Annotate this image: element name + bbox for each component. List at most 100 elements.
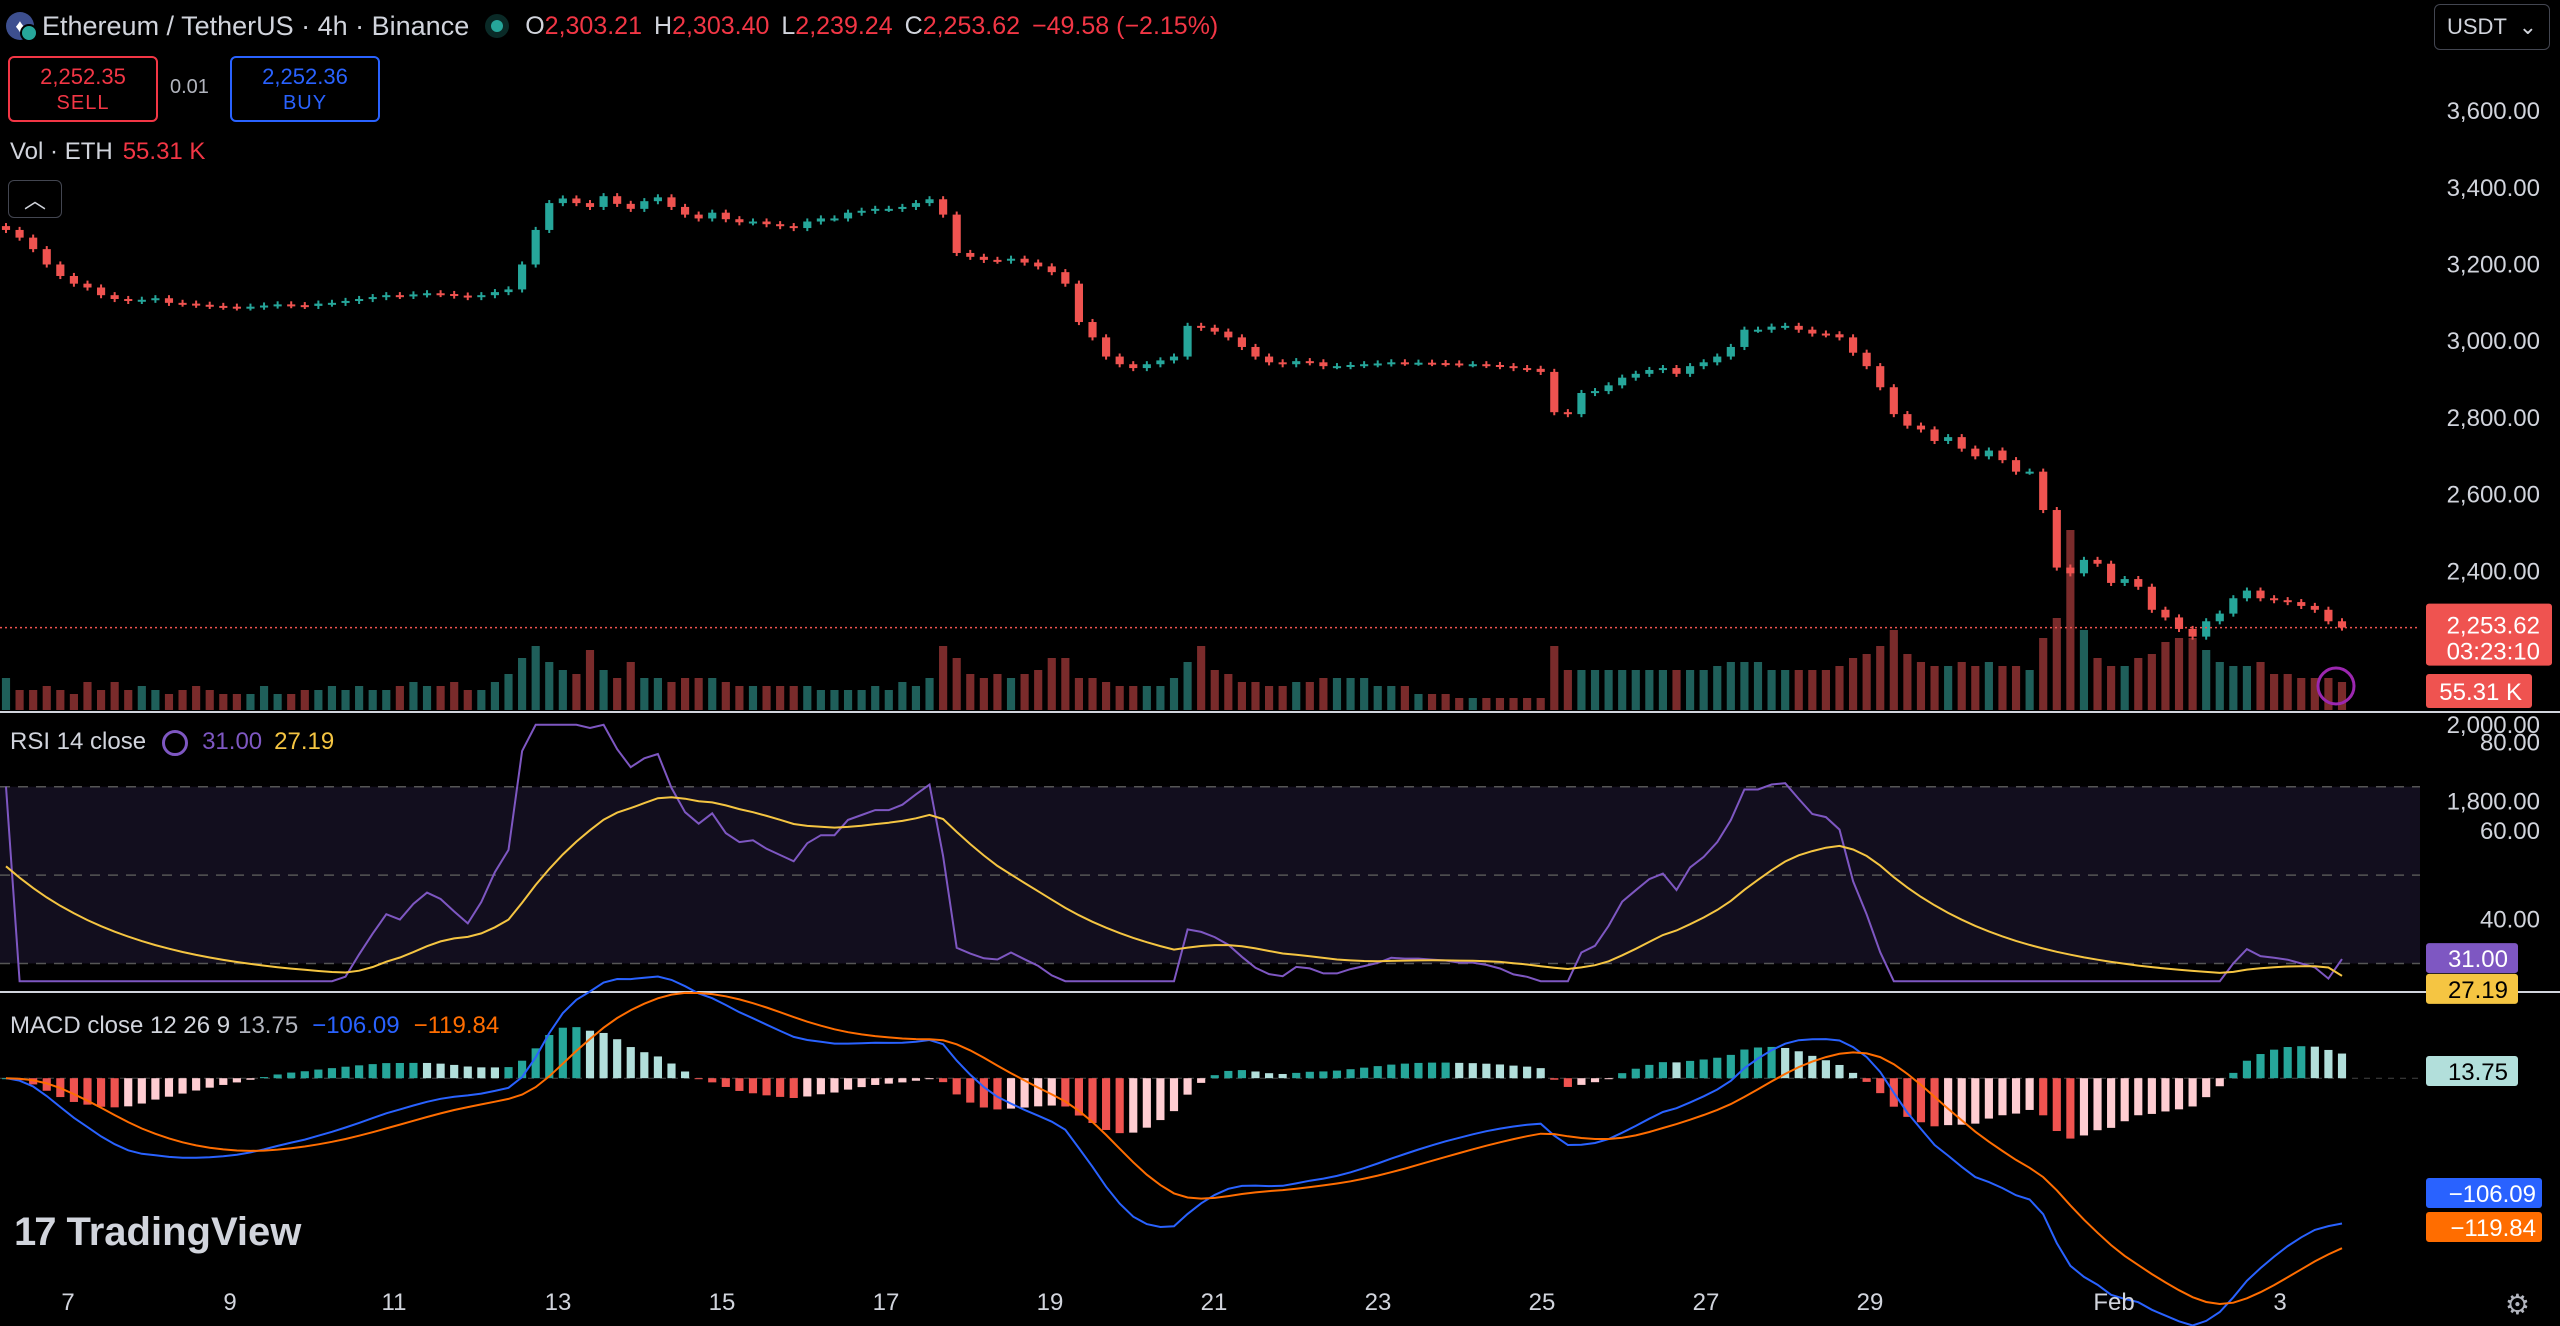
macd-histogram-bar bbox=[1944, 1078, 1953, 1126]
candle bbox=[246, 306, 255, 309]
macd-histogram-bar bbox=[2134, 1078, 2143, 1116]
volume-bar bbox=[355, 686, 364, 710]
rsi-value-badge bbox=[2426, 943, 2518, 974]
macd-histogram-bar bbox=[137, 1078, 146, 1104]
macd-histogram-bar bbox=[1441, 1062, 1450, 1079]
candle bbox=[490, 292, 500, 296]
macd-histogram-bar bbox=[382, 1063, 391, 1079]
volume-bar bbox=[1088, 678, 1097, 710]
macd-histogram-bar bbox=[1563, 1078, 1572, 1087]
volume-bar bbox=[450, 682, 459, 710]
candle bbox=[2147, 586, 2156, 610]
collapse-legend-button[interactable]: ︿ bbox=[8, 180, 62, 218]
macd-legend[interactable]: MACD close 12 26 9 13.75 −106.09 −119.84 bbox=[10, 1012, 500, 1039]
volume-bar bbox=[2134, 658, 2143, 710]
macd-histogram-bar bbox=[1373, 1066, 1382, 1079]
candle bbox=[966, 252, 975, 257]
candle bbox=[1835, 334, 1844, 338]
currency-select[interactable]: USDT ⌄ bbox=[2434, 4, 2550, 50]
candle bbox=[1319, 362, 1328, 367]
candle bbox=[1169, 356, 1179, 361]
volume-bar bbox=[830, 690, 839, 710]
volume-bar bbox=[1550, 646, 1559, 710]
macd-histogram-bar bbox=[1088, 1078, 1097, 1123]
settings-icon[interactable]: ⚙ bbox=[2504, 1289, 2530, 1320]
macd-histogram-bar bbox=[2052, 1078, 2061, 1132]
candle bbox=[2202, 621, 2211, 637]
volume-bar bbox=[29, 690, 38, 710]
candle bbox=[2052, 510, 2061, 568]
time-axis-label: 15 bbox=[709, 1289, 736, 1316]
volume-bar bbox=[382, 690, 391, 710]
macd-histogram-bar bbox=[1984, 1078, 1993, 1119]
macd-histogram-bar bbox=[735, 1078, 744, 1091]
candle bbox=[15, 229, 24, 238]
signal-value-label: −119.84 bbox=[2450, 1215, 2536, 1242]
volume-value-label: 55.31 K bbox=[2439, 679, 2522, 706]
volume-bar bbox=[1753, 662, 1763, 710]
symbol-title[interactable]: Ethereum / TetherUS · 4h · Binance bbox=[42, 10, 470, 41]
macd-histogram-bar bbox=[599, 1032, 608, 1079]
chevron-down-icon: ⌄ bbox=[2518, 14, 2537, 39]
volume-bar bbox=[2242, 666, 2252, 710]
candle bbox=[667, 197, 676, 207]
symbol-header: ♦ Ethereum / TetherUS · 4h · Binance O2,… bbox=[6, 8, 1218, 44]
candle bbox=[1916, 425, 1926, 430]
macd-histogram-bar bbox=[246, 1078, 255, 1080]
candle bbox=[911, 203, 921, 207]
macd-histogram-bar bbox=[1509, 1065, 1518, 1079]
volume-bar bbox=[1699, 670, 1708, 710]
market-status-icon bbox=[491, 20, 504, 32]
volume-bar bbox=[2052, 618, 2061, 710]
volume-bar bbox=[640, 678, 649, 710]
volume-bar bbox=[1794, 670, 1803, 710]
macd-histogram-bar bbox=[1550, 1078, 1559, 1080]
macd-histogram-bar bbox=[151, 1078, 160, 1100]
buy-button[interactable]: 2,252.36 BUY bbox=[230, 56, 380, 122]
sell-button[interactable]: 2,252.35 SELL bbox=[8, 56, 158, 122]
volume-bar bbox=[2011, 666, 2021, 710]
volume-bar bbox=[1102, 682, 1111, 710]
candle bbox=[42, 249, 51, 265]
macd-histogram-bar bbox=[1713, 1057, 1722, 1079]
macd-histogram-bar bbox=[1930, 1078, 1939, 1127]
candle bbox=[1102, 337, 1111, 357]
macd-histogram-bar bbox=[463, 1066, 472, 1079]
volume-bar bbox=[2147, 654, 2156, 710]
macd-histogram-bar bbox=[83, 1078, 92, 1105]
candle bbox=[1740, 329, 1749, 347]
macd-histogram-bar bbox=[2229, 1072, 2238, 1079]
macd-histogram-bar bbox=[450, 1064, 459, 1079]
volume-legend[interactable]: Vol · ETH 55.31 K bbox=[10, 138, 206, 165]
macd-histogram-bar bbox=[2120, 1078, 2129, 1122]
macd-histogram-bar bbox=[898, 1078, 907, 1083]
candle bbox=[205, 304, 214, 307]
volume-bar bbox=[1455, 698, 1464, 710]
candle bbox=[816, 218, 825, 222]
volume-bar bbox=[1441, 694, 1450, 710]
tradingview-logo[interactable]: 17 TradingView bbox=[14, 1210, 301, 1255]
volume-bar bbox=[2310, 678, 2319, 710]
volume-bar bbox=[314, 690, 323, 710]
macd-histogram-bar bbox=[2188, 1078, 2197, 1107]
macd-histogram-bar bbox=[1251, 1071, 1260, 1079]
candle bbox=[694, 214, 703, 219]
refresh-icon[interactable] bbox=[162, 729, 189, 756]
volume-bar bbox=[843, 690, 853, 710]
volume-bar bbox=[1495, 698, 1505, 710]
candle bbox=[422, 293, 432, 296]
rsi-legend[interactable]: RSI 14 close 31.00 27.19 bbox=[10, 728, 335, 756]
macd-histogram-bar bbox=[694, 1078, 703, 1080]
macd-histogram-bar bbox=[341, 1066, 350, 1079]
volume-bar bbox=[952, 658, 961, 710]
volume-bar bbox=[1292, 682, 1301, 710]
candle bbox=[1088, 322, 1097, 338]
candle bbox=[979, 256, 988, 260]
candle bbox=[1808, 329, 1817, 334]
signal-value-badge bbox=[2426, 1212, 2542, 1242]
candle bbox=[1251, 346, 1260, 357]
volume-bar bbox=[1373, 686, 1382, 710]
volume-bar bbox=[1020, 674, 1029, 710]
volume-bar bbox=[1047, 658, 1056, 710]
